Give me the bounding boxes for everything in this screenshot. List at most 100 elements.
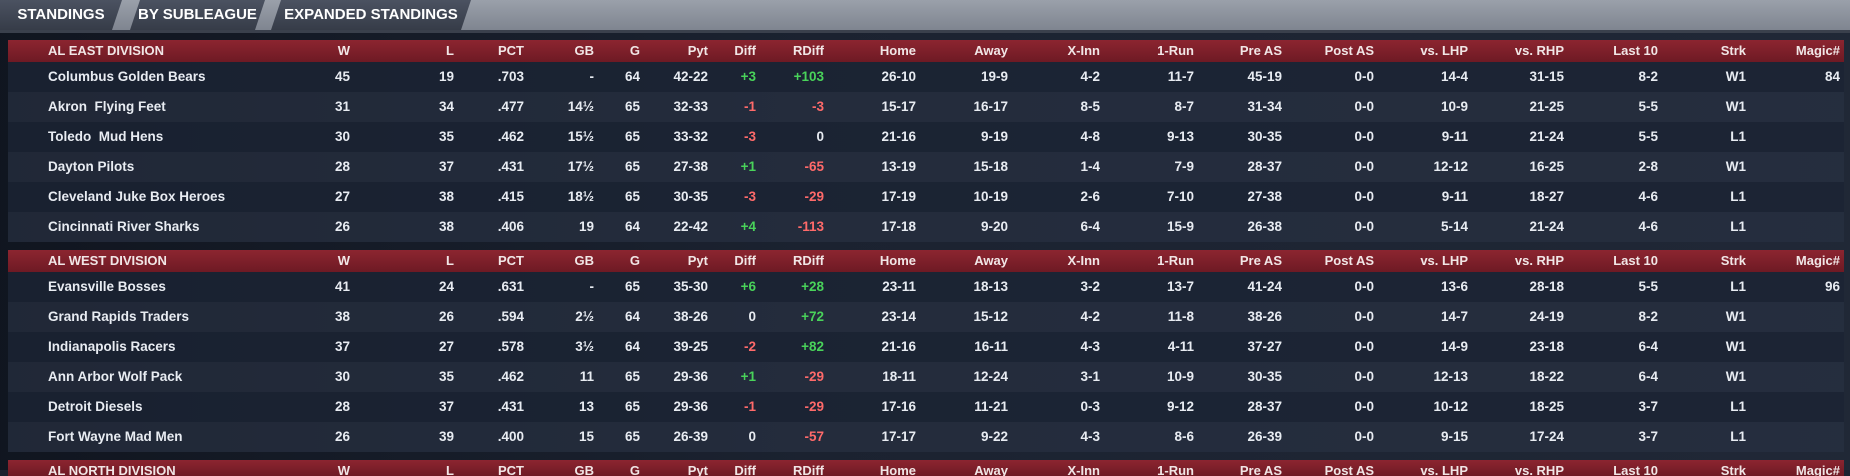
column-header-xinn[interactable]: X-Inn bbox=[1067, 253, 1101, 268]
cell-magic: 96 bbox=[1824, 279, 1840, 294]
cell-pct: .462 bbox=[497, 369, 524, 384]
team-name[interactable]: Dayton Pilots bbox=[48, 159, 135, 174]
column-header-rdiff[interactable]: RDiff bbox=[792, 463, 824, 476]
team-row[interactable]: Evansville Bosses 41 24 .631 - 65 35-30 +6 +28 23… bbox=[8, 272, 1844, 302]
column-header-gb[interactable]: GB bbox=[574, 253, 595, 268]
team-name[interactable]: Cleveland Juke Box Heroes bbox=[48, 189, 226, 204]
column-header-pyt[interactable]: Pyt bbox=[687, 43, 708, 58]
team-row[interactable]: Fort Wayne Mad Men 26 39 .400 15 65 26-39 0 -57 1… bbox=[8, 422, 1844, 452]
column-header-preas[interactable]: Pre AS bbox=[1239, 253, 1282, 268]
team-row[interactable]: Ann Arbor Wolf Pack 30 35 .462 11 65 29-36 +1 -2… bbox=[8, 362, 1844, 392]
cell-onerun: 15-9 bbox=[1166, 219, 1194, 234]
column-header-g[interactable]: G bbox=[629, 43, 640, 58]
cell-pct: .431 bbox=[497, 159, 524, 174]
column-header-onerun[interactable]: 1-Run bbox=[1157, 43, 1194, 58]
cell-diff: -1 bbox=[743, 99, 756, 114]
column-header-pyt[interactable]: Pyt bbox=[687, 463, 708, 476]
column-header-magic[interactable]: Magic# bbox=[1795, 43, 1840, 58]
column-header-onerun[interactable]: 1-Run bbox=[1157, 253, 1194, 268]
column-header-vlhp[interactable]: vs. LHP bbox=[1420, 253, 1468, 268]
column-header-postas[interactable]: Post AS bbox=[1324, 43, 1374, 58]
team-row[interactable]: Detroit Diesels 28 37 .431 13 65 29-36 -1 -29 17-… bbox=[8, 392, 1844, 422]
column-header-w[interactable]: W bbox=[337, 253, 350, 268]
column-header-last10[interactable]: Last 10 bbox=[1613, 463, 1658, 476]
cell-home: 23-14 bbox=[881, 309, 916, 324]
team-name[interactable]: Fort Wayne Mad Men bbox=[48, 429, 183, 444]
team-row[interactable]: Cleveland Juke Box Heroes 27 38 .415 18½ 65 30… bbox=[8, 182, 1844, 212]
division-header[interactable]: AL WEST DIVISION W L PCT GB G Pyt Diff RDiff Home… bbox=[8, 250, 1844, 272]
team-name[interactable]: Akron Flying Feet bbox=[48, 99, 166, 114]
column-header-home[interactable]: Home bbox=[879, 463, 916, 476]
column-header-rdiff[interactable]: RDiff bbox=[792, 253, 824, 268]
team-name[interactable]: Indianapolis Racers bbox=[48, 339, 176, 354]
column-header-diff[interactable]: Diff bbox=[734, 43, 756, 58]
cell-last10: 3-7 bbox=[1638, 429, 1658, 444]
team-row[interactable]: Cincinnati River Sharks 26 38 .406 19 64 22-42… bbox=[8, 212, 1844, 242]
cell-home: 21-16 bbox=[881, 339, 916, 354]
team-name[interactable]: Toledo Mud Hens bbox=[48, 129, 164, 144]
column-header-strk[interactable]: Strk bbox=[1720, 463, 1746, 476]
column-header-l[interactable]: L bbox=[446, 253, 454, 268]
column-header-l[interactable]: L bbox=[446, 463, 454, 476]
tab-standings[interactable]: STANDINGS bbox=[0, 0, 122, 30]
column-header-rdiff[interactable]: RDiff bbox=[792, 43, 824, 58]
team-name[interactable]: Evansville Bosses bbox=[48, 279, 166, 294]
tab-by-subleague[interactable]: BY SUBLEAGUE bbox=[130, 0, 265, 30]
team-row[interactable]: Toledo Mud Hens 30 35 .462 15½ 65 33-32 -3 0 21-1… bbox=[8, 122, 1844, 152]
column-header-diff[interactable]: Diff bbox=[734, 463, 756, 476]
column-header-magic[interactable]: Magic# bbox=[1795, 253, 1840, 268]
column-header-l[interactable]: L bbox=[446, 43, 454, 58]
cell-pct: .703 bbox=[497, 69, 524, 84]
column-header-xinn[interactable]: X-Inn bbox=[1067, 463, 1101, 476]
team-row[interactable]: Indianapolis Racers 37 27 .578 3½ 64 39-25 -2 +8… bbox=[8, 332, 1844, 362]
column-header-vrhp[interactable]: vs. RHP bbox=[1514, 43, 1564, 58]
column-header-pct[interactable]: PCT bbox=[498, 253, 524, 268]
team-row[interactable]: Akron Flying Feet 31 34 .477 14½ 65 32-33 -1 -3 1… bbox=[8, 92, 1844, 122]
column-header-vrhp[interactable]: vs. RHP bbox=[1514, 463, 1564, 476]
column-header-gb[interactable]: GB bbox=[574, 463, 595, 476]
division-header[interactable]: AL NORTH DIVISION W L PCT GB G Pyt Diff RDiff Hom… bbox=[8, 460, 1844, 476]
cell-strk: L1 bbox=[1730, 279, 1746, 294]
column-header-strk[interactable]: Strk bbox=[1720, 43, 1746, 58]
column-header-g[interactable]: G bbox=[629, 463, 640, 476]
column-header-g[interactable]: G bbox=[629, 253, 640, 268]
team-name[interactable]: Ann Arbor Wolf Pack bbox=[48, 369, 183, 384]
team-name[interactable]: Grand Rapids Traders bbox=[48, 309, 190, 324]
cell-g: 64 bbox=[624, 339, 640, 354]
column-header-away[interactable]: Away bbox=[974, 43, 1008, 58]
column-header-pct[interactable]: PCT bbox=[498, 43, 524, 58]
column-header-preas[interactable]: Pre AS bbox=[1239, 463, 1282, 476]
column-header-postas[interactable]: Post AS bbox=[1324, 253, 1374, 268]
team-row[interactable]: Grand Rapids Traders 38 26 .594 2½ 64 38-26 0 +7… bbox=[8, 302, 1844, 332]
column-header-vlhp[interactable]: vs. LHP bbox=[1420, 43, 1468, 58]
column-header-gb[interactable]: GB bbox=[574, 43, 595, 58]
cell-onerun: 11-8 bbox=[1167, 309, 1194, 324]
team-name[interactable]: Cincinnati River Sharks bbox=[48, 219, 200, 234]
column-header-onerun[interactable]: 1-Run bbox=[1157, 463, 1194, 476]
column-header-vlhp[interactable]: vs. LHP bbox=[1420, 463, 1468, 476]
column-header-away[interactable]: Away bbox=[974, 463, 1008, 476]
column-header-away[interactable]: Away bbox=[974, 253, 1008, 268]
column-header-preas[interactable]: Pre AS bbox=[1239, 43, 1282, 58]
team-name[interactable]: Columbus Golden Bears bbox=[48, 69, 206, 84]
column-header-magic[interactable]: Magic# bbox=[1795, 463, 1840, 476]
column-header-last10[interactable]: Last 10 bbox=[1613, 43, 1658, 58]
column-header-last10[interactable]: Last 10 bbox=[1613, 253, 1658, 268]
column-header-w[interactable]: W bbox=[337, 463, 350, 476]
column-header-home[interactable]: Home bbox=[879, 253, 916, 268]
team-name[interactable]: Detroit Diesels bbox=[48, 399, 143, 414]
division-header[interactable]: AL EAST DIVISION W L PCT GB G Pyt Diff RDiff Home… bbox=[8, 40, 1844, 62]
column-header-strk[interactable]: Strk bbox=[1720, 253, 1746, 268]
team-row[interactable]: Dayton Pilots 28 37 .431 17½ 65 27-38 +1 -65 13-1… bbox=[8, 152, 1844, 182]
column-header-diff[interactable]: Diff bbox=[734, 253, 756, 268]
tab-expanded-standings[interactable]: EXPANDED STANDINGS bbox=[271, 0, 471, 30]
column-header-pct[interactable]: PCT bbox=[498, 463, 524, 476]
team-row[interactable]: Columbus Golden Bears 45 19 .703 - 64 42-22 +3 +… bbox=[8, 62, 1844, 92]
column-header-pyt[interactable]: Pyt bbox=[687, 253, 708, 268]
cell-g: 65 bbox=[624, 159, 640, 174]
column-header-w[interactable]: W bbox=[337, 43, 350, 58]
column-header-vrhp[interactable]: vs. RHP bbox=[1514, 253, 1564, 268]
column-header-home[interactable]: Home bbox=[879, 43, 916, 58]
column-header-postas[interactable]: Post AS bbox=[1324, 463, 1374, 476]
column-header-xinn[interactable]: X-Inn bbox=[1067, 43, 1101, 58]
